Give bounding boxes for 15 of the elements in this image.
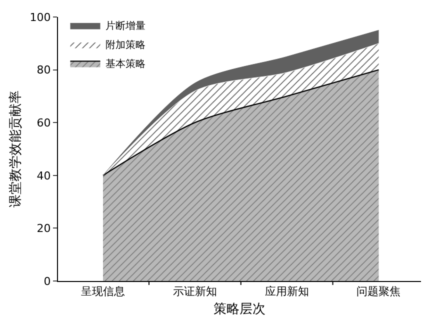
x-tick-label: 呈现信息: [81, 285, 126, 298]
y-tick-label: 40: [36, 169, 51, 182]
y-axis-title: 课堂教学效能贡献率: [8, 90, 24, 208]
y-tick-label: 20: [36, 222, 51, 236]
x-tick-label: 应用新知: [264, 285, 309, 298]
x-axis-title: 策略层次: [214, 302, 266, 317]
legend-label: 附加策略: [105, 39, 146, 52]
legend-label: 片断增量: [105, 20, 146, 32]
x-tick-label: 问题聚焦: [356, 285, 401, 298]
y-tick-label: 0: [44, 274, 51, 288]
x-tick-label: 示证新知: [172, 285, 217, 298]
y-tick-label: 60: [36, 116, 51, 130]
y-tick-label: 80: [36, 64, 51, 77]
y-tick-label: 100: [30, 10, 51, 24]
legend-label: 基本策略: [105, 58, 146, 70]
